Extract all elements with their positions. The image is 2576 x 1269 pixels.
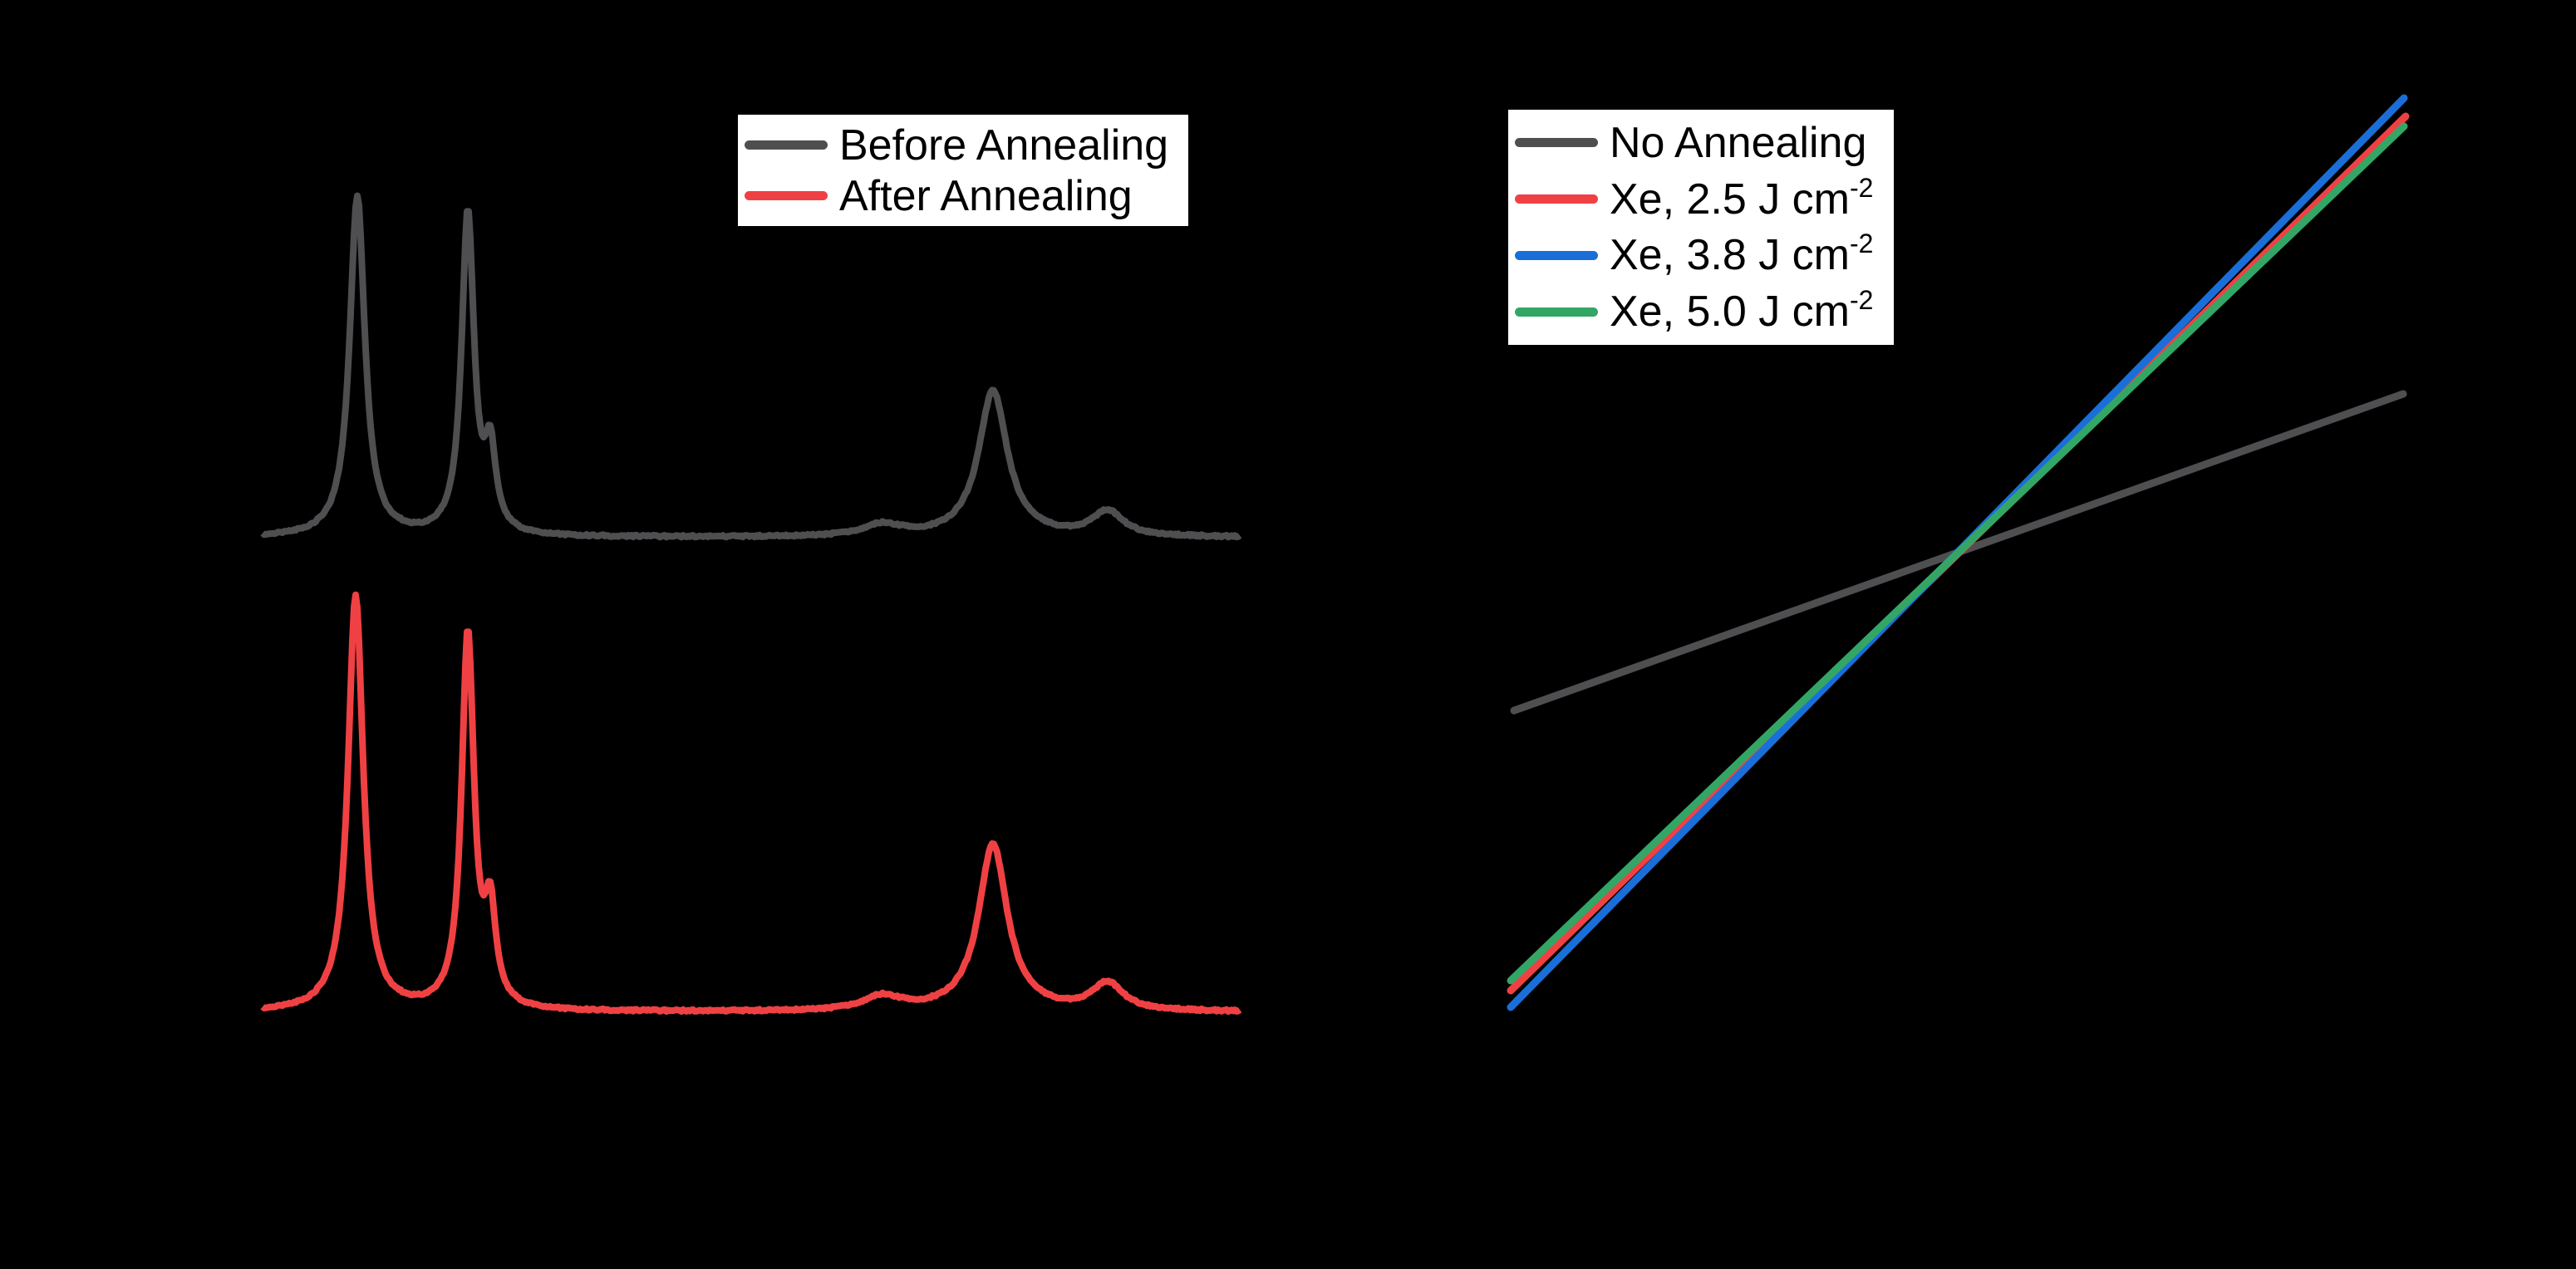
legend-row: Xe, 5.0 J cm-2 xyxy=(1515,285,1885,337)
xe-5-0-line xyxy=(1507,122,2408,985)
xe-3-8-line-swatch xyxy=(1515,250,1598,260)
after-annealing-curve xyxy=(260,591,1242,1016)
legend-label: After Annealing xyxy=(839,171,1133,220)
legend-row: No Annealing xyxy=(1515,121,1885,165)
legend-row: Xe, 3.8 J cm-2 xyxy=(1515,229,1885,280)
after-annealing-line-swatch xyxy=(745,191,828,200)
before-annealing-line-swatch xyxy=(745,140,828,150)
legend-label: Xe, 5.0 J cm-2 xyxy=(1610,285,1874,337)
right-legend: No Annealing Xe, 2.5 J cm-2 Xe, 3.8 J cm… xyxy=(1508,110,1894,345)
legend-label: Before Annealing xyxy=(839,121,1169,170)
xe-2-5-line-swatch xyxy=(1515,194,1598,204)
before-annealing-curve xyxy=(260,192,1242,541)
legend-label: Xe, 3.8 J cm-2 xyxy=(1610,229,1874,280)
legend-row: After Annealing xyxy=(745,175,1180,218)
legend-label: Xe, 2.5 J cm-2 xyxy=(1610,172,1874,224)
no-annealing-line-swatch xyxy=(1515,138,1598,148)
legend-label: No Annealing xyxy=(1610,118,1867,167)
legend-row: Xe, 2.5 J cm-2 xyxy=(1515,172,1885,224)
legend-row: Before Annealing xyxy=(745,124,1180,167)
left-legend: Before Annealing After Annealing xyxy=(738,115,1188,226)
xe-5-0-line-swatch xyxy=(1515,307,1598,317)
